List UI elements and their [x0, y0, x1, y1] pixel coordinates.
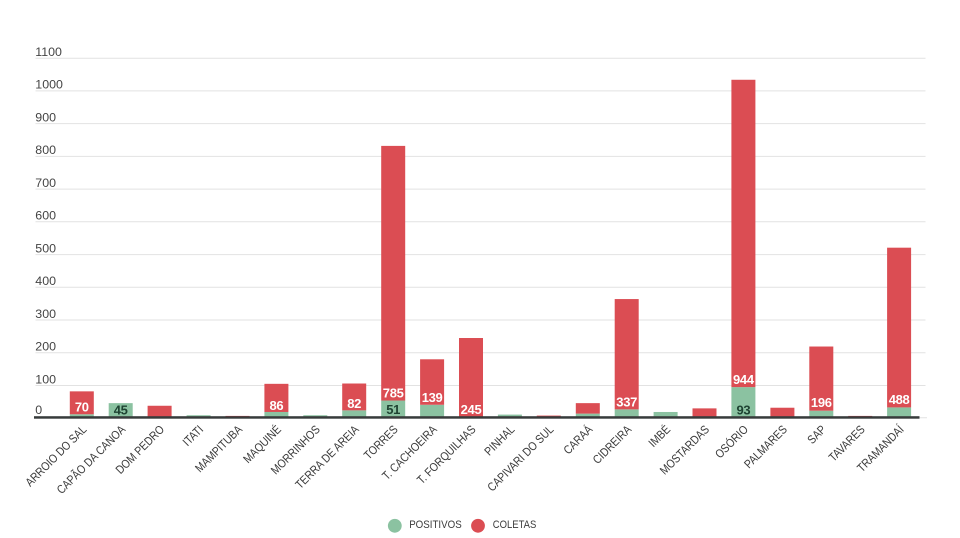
- svg-text:139: 139: [422, 390, 443, 405]
- svg-text:196: 196: [811, 395, 832, 410]
- svg-text:100: 100: [35, 372, 56, 386]
- svg-text:86: 86: [269, 398, 283, 413]
- svg-text:45: 45: [114, 403, 128, 418]
- svg-text:200: 200: [35, 340, 56, 354]
- svg-text:488: 488: [889, 392, 910, 407]
- svg-text:400: 400: [35, 274, 56, 288]
- svg-text:600: 600: [35, 209, 56, 223]
- svg-text:51: 51: [386, 402, 400, 417]
- svg-text:1100: 1100: [35, 45, 62, 59]
- svg-text:785: 785: [383, 386, 404, 401]
- svg-text:245: 245: [461, 402, 482, 417]
- svg-text:0: 0: [35, 403, 42, 417]
- svg-text:944: 944: [733, 372, 755, 387]
- svg-text:82: 82: [347, 396, 361, 411]
- svg-text:500: 500: [35, 241, 56, 255]
- svg-text:800: 800: [35, 143, 56, 157]
- svg-text:900: 900: [35, 110, 56, 124]
- svg-text:1000: 1000: [35, 78, 63, 92]
- svg-text:POSITIVOS: POSITIVOS: [409, 519, 462, 531]
- svg-text:70: 70: [75, 399, 89, 414]
- svg-text:COLETAS: COLETAS: [493, 519, 537, 531]
- svg-text:93: 93: [736, 403, 750, 418]
- svg-text:300: 300: [35, 307, 56, 321]
- svg-text:337: 337: [616, 394, 637, 409]
- svg-text:700: 700: [35, 176, 56, 190]
